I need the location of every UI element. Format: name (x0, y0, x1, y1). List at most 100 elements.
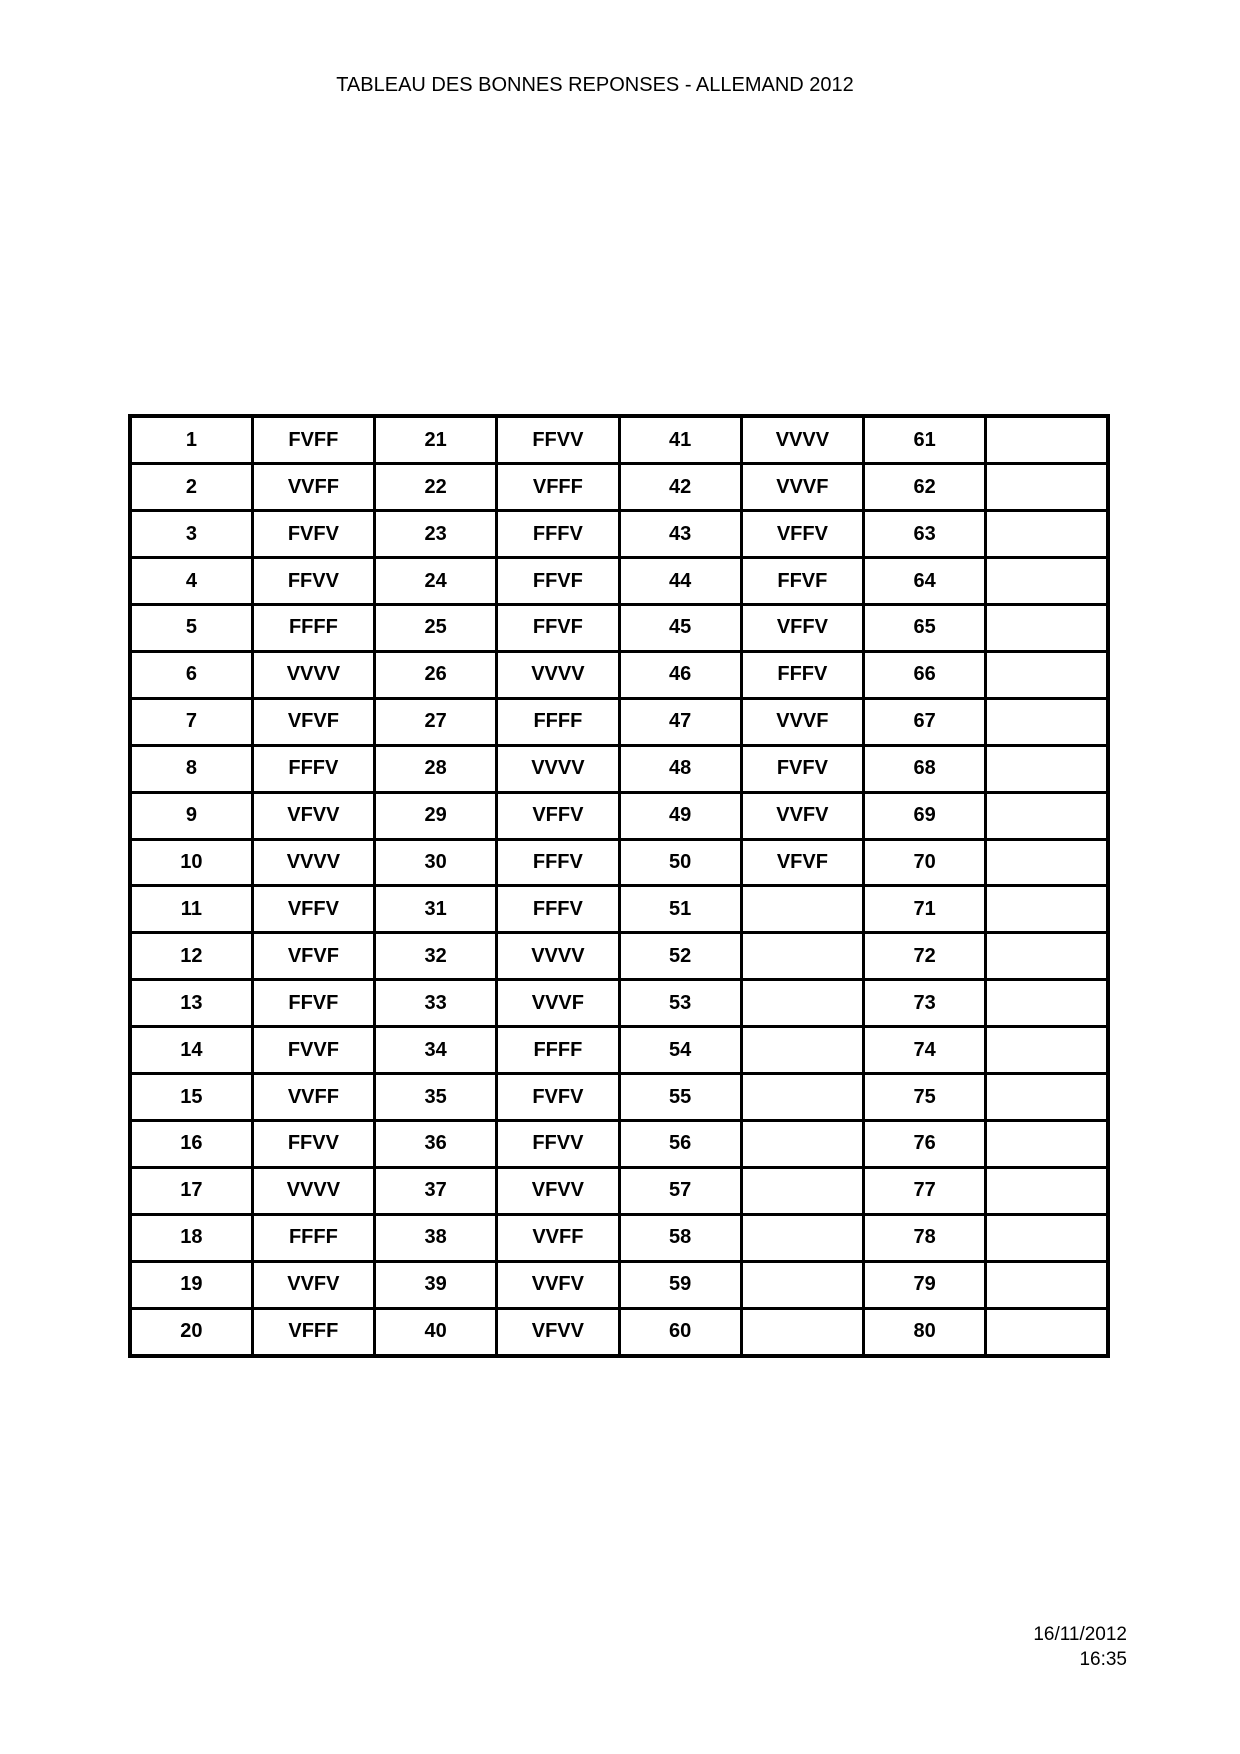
question-number-cell: 2 (128, 462, 254, 513)
answer-cell: FFVV (250, 556, 377, 607)
question-number-cell: 20 (128, 1306, 254, 1358)
table-row: 20 VFFF 40 VFVV 60 80 (128, 1306, 1110, 1358)
table-row: 8 FFFV 28 VVVV 48 FVFV 68 (128, 743, 1110, 794)
question-number-cell: 14 (128, 1025, 254, 1076)
answer-cell (984, 790, 1110, 841)
answer-cell: VFFF (250, 1306, 377, 1358)
table-row: 14 FVVF 34 FFFF 54 74 (128, 1025, 1110, 1076)
answer-cell: VVVV (250, 837, 377, 888)
question-number-cell: 80 (861, 1306, 988, 1358)
question-number-cell: 30 (372, 837, 499, 888)
answer-cell: VVVV (495, 931, 621, 982)
answer-cell: FFFV (495, 509, 621, 560)
question-number-cell: 27 (372, 696, 499, 747)
answer-cell (739, 931, 866, 982)
question-number-cell: 9 (128, 790, 254, 841)
table-row: 12 VFVF 32 VVVV 52 72 (128, 931, 1110, 982)
answer-cell: VVVV (250, 1165, 377, 1216)
question-number-cell: 46 (617, 649, 743, 700)
question-number-cell: 12 (128, 931, 254, 982)
answer-cell: VFFV (250, 884, 377, 935)
question-number-cell: 6 (128, 649, 254, 700)
answer-cell: VFFV (495, 790, 621, 841)
question-number-cell: 52 (617, 931, 743, 982)
table-row: 7 VFVF 27 FFFF 47 VVVF 67 (128, 696, 1110, 747)
question-number-cell: 65 (861, 603, 988, 653)
answer-cell (984, 978, 1110, 1029)
question-number-cell: 45 (617, 603, 743, 653)
question-number-cell: 54 (617, 1025, 743, 1076)
question-number-cell: 7 (128, 696, 254, 747)
answer-cell: VVFF (250, 1072, 377, 1122)
answers-table: 1 FVFF 21 FFVV 41 VVVV 61 2 VVFF 22 VFFF 42 VVVF 62 3 F… (128, 414, 1110, 1358)
answer-cell (984, 414, 1110, 466)
answer-cell: FVFV (495, 1072, 621, 1122)
answer-cell (739, 1165, 866, 1216)
answer-cell: VVFV (739, 790, 866, 841)
question-number-cell: 62 (861, 462, 988, 513)
question-number-cell: 43 (617, 509, 743, 560)
question-number-cell: 57 (617, 1165, 743, 1216)
table-row: 9 VFVV 29 VFFV 49 VVFV 69 (128, 790, 1110, 841)
answer-cell (984, 1306, 1110, 1358)
question-number-cell: 32 (372, 931, 499, 982)
answer-cell: FFFV (495, 884, 621, 935)
answer-cell: FFFF (250, 603, 377, 653)
question-number-cell: 48 (617, 743, 743, 794)
question-number-cell: 60 (617, 1306, 743, 1358)
question-number-cell: 3 (128, 509, 254, 560)
answer-cell: FFVF (495, 603, 621, 653)
question-number-cell: 75 (861, 1072, 988, 1122)
table-row: 10 VVVV 30 FFFV 50 VFVF 70 (128, 837, 1110, 888)
answer-cell: VVFV (250, 1259, 377, 1310)
question-number-cell: 58 (617, 1212, 743, 1263)
answer-cell: FFFF (495, 696, 621, 747)
question-number-cell: 74 (861, 1025, 988, 1076)
question-number-cell: 71 (861, 884, 988, 935)
answer-cell (984, 462, 1110, 513)
question-number-cell: 68 (861, 743, 988, 794)
answer-cell: VFVF (739, 837, 866, 888)
question-number-cell: 78 (861, 1212, 988, 1263)
answer-cell (984, 837, 1110, 888)
question-number-cell: 33 (372, 978, 499, 1029)
table-row: 2 VVFF 22 VFFF 42 VVVF 62 (128, 462, 1110, 513)
answer-cell (984, 556, 1110, 607)
question-number-cell: 16 (128, 1118, 254, 1169)
question-number-cell: 42 (617, 462, 743, 513)
question-number-cell: 53 (617, 978, 743, 1029)
answer-cell: VFVF (250, 696, 377, 747)
answer-cell: FFVF (495, 556, 621, 607)
question-number-cell: 17 (128, 1165, 254, 1216)
answer-cell: VVFF (250, 462, 377, 513)
question-number-cell: 37 (372, 1165, 499, 1216)
answer-cell: VFVV (495, 1165, 621, 1216)
answer-cell: VFVV (495, 1306, 621, 1358)
answer-cell (739, 1212, 866, 1263)
answer-cell: FFFV (250, 743, 377, 794)
question-number-cell: 21 (372, 414, 499, 466)
answer-cell (739, 1306, 866, 1358)
table-row: 6 VVVV 26 VVVV 46 FFFV 66 (128, 649, 1110, 700)
question-number-cell: 64 (861, 556, 988, 607)
question-number-cell: 10 (128, 837, 254, 888)
question-number-cell: 77 (861, 1165, 988, 1216)
answer-cell (739, 884, 866, 935)
question-number-cell: 50 (617, 837, 743, 888)
table-row: 16 FFVV 36 FFVV 56 76 (128, 1118, 1110, 1169)
table-row: 18 FFFF 38 VVFF 58 78 (128, 1212, 1110, 1263)
question-number-cell: 67 (861, 696, 988, 747)
answer-cell (984, 931, 1110, 982)
answer-cell (739, 1072, 866, 1122)
page-title: TABLEAU DES BONNES REPONSES - ALLEMAND 2… (336, 74, 854, 96)
question-number-cell: 8 (128, 743, 254, 794)
question-number-cell: 22 (372, 462, 499, 513)
answer-cell: FVFV (739, 743, 866, 794)
table-row: 19 VVFV 39 VVFV 59 79 (128, 1259, 1110, 1310)
question-number-cell: 69 (861, 790, 988, 841)
answer-cell: FFVF (250, 978, 377, 1029)
table-row: 13 FFVF 33 VVVF 53 73 (128, 978, 1110, 1029)
answer-cell (739, 1259, 866, 1310)
answer-cell: FVFF (250, 414, 377, 466)
